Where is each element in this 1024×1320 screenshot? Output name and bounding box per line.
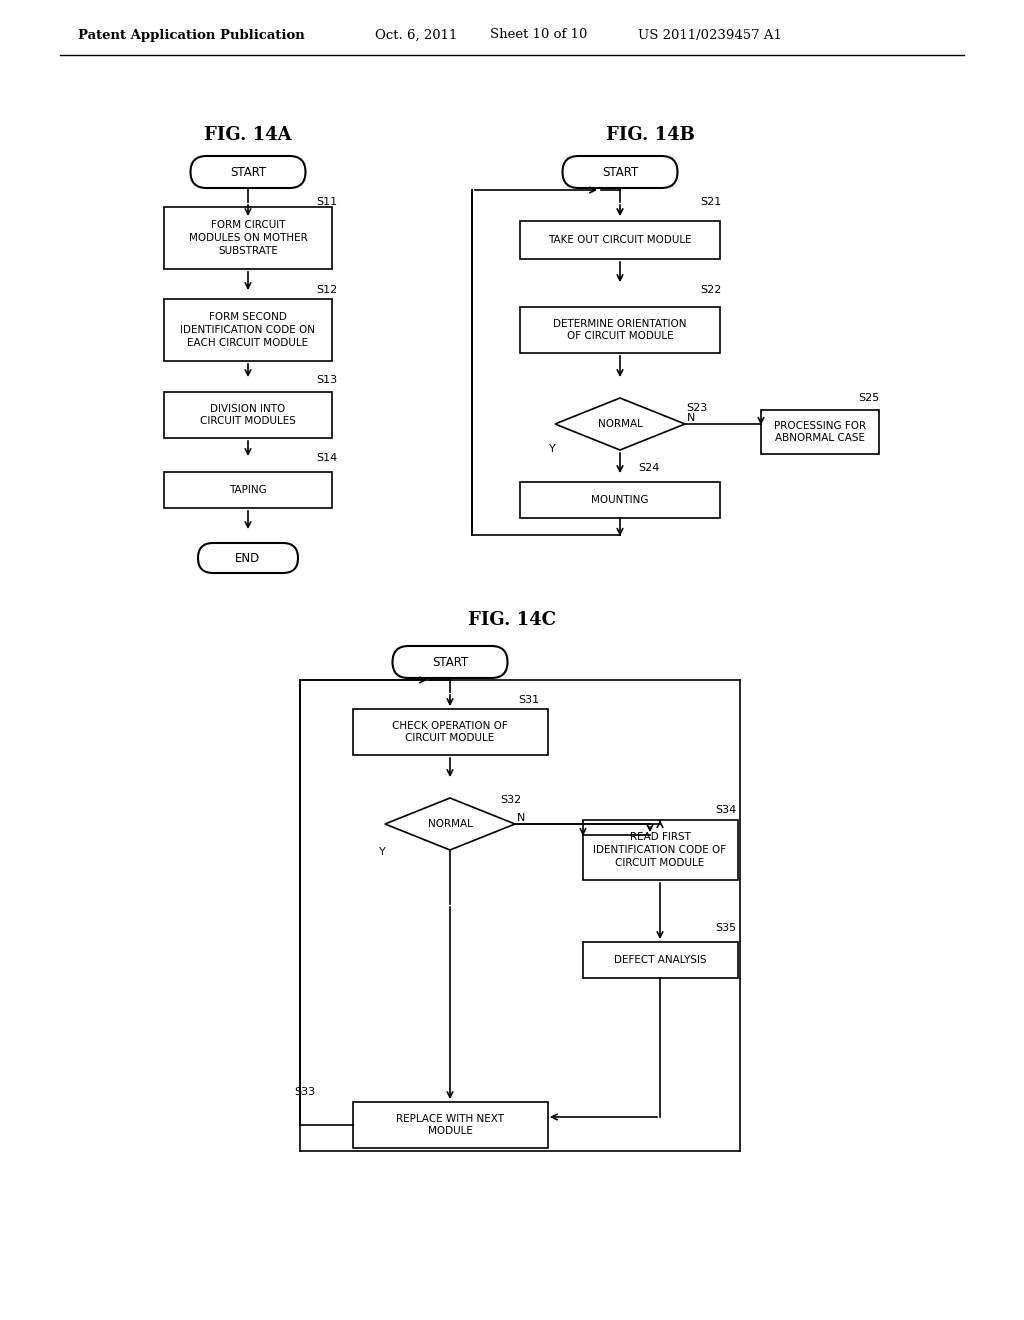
- Text: FIG. 14A: FIG. 14A: [204, 125, 292, 144]
- Text: DEFECT ANALYSIS: DEFECT ANALYSIS: [613, 954, 707, 965]
- Text: FIG. 14C: FIG. 14C: [468, 611, 556, 630]
- Bar: [164, 300, 332, 360]
- Text: READ FIRST
IDENTIFICATION CODE OF
CIRCUIT MODULE: READ FIRST IDENTIFICATION CODE OF CIRCUI…: [594, 832, 727, 867]
- Text: DETERMINE ORIENTATION
OF CIRCUIT MODULE: DETERMINE ORIENTATION OF CIRCUIT MODULE: [553, 318, 687, 342]
- Bar: [761, 411, 879, 454]
- Text: S14: S14: [316, 453, 337, 463]
- Bar: [520, 482, 720, 517]
- Bar: [164, 473, 332, 508]
- FancyBboxPatch shape: [198, 543, 298, 573]
- Bar: [352, 1102, 548, 1148]
- Text: FORM SECOND
IDENTIFICATION CODE ON
EACH CIRCUIT MODULE: FORM SECOND IDENTIFICATION CODE ON EACH …: [180, 313, 315, 347]
- Text: NORMAL: NORMAL: [428, 818, 472, 829]
- Text: FIG. 14B: FIG. 14B: [605, 125, 694, 144]
- Text: S13: S13: [316, 375, 337, 385]
- Text: NORMAL: NORMAL: [598, 418, 642, 429]
- Text: TAPING: TAPING: [229, 484, 267, 495]
- Text: S11: S11: [316, 197, 337, 207]
- Text: START: START: [432, 656, 468, 668]
- Text: N: N: [687, 413, 695, 422]
- Text: S32: S32: [500, 795, 521, 805]
- Text: REPLACE WITH NEXT
MODULE: REPLACE WITH NEXT MODULE: [396, 1114, 504, 1137]
- Text: S24: S24: [638, 463, 659, 473]
- Bar: [164, 207, 332, 269]
- Text: FORM CIRCUIT
MODULES ON MOTHER
SUBSTRATE: FORM CIRCUIT MODULES ON MOTHER SUBSTRATE: [188, 220, 307, 256]
- Polygon shape: [385, 799, 515, 850]
- Text: N: N: [517, 813, 525, 822]
- Text: S31: S31: [518, 696, 539, 705]
- Text: Y: Y: [549, 444, 555, 454]
- Bar: [520, 308, 720, 352]
- Bar: [583, 942, 737, 978]
- Text: S21: S21: [700, 197, 721, 207]
- Text: CHECK OPERATION OF
CIRCUIT MODULE: CHECK OPERATION OF CIRCUIT MODULE: [392, 721, 508, 743]
- Text: S35: S35: [715, 923, 736, 933]
- Text: S22: S22: [700, 285, 721, 294]
- Text: Patent Application Publication: Patent Application Publication: [78, 29, 305, 41]
- Text: S33: S33: [294, 1086, 315, 1097]
- Text: S34: S34: [715, 805, 736, 814]
- Text: TAKE OUT CIRCUIT MODULE: TAKE OUT CIRCUIT MODULE: [548, 235, 692, 246]
- Bar: [520, 220, 720, 259]
- Text: S23: S23: [686, 403, 708, 413]
- Text: Y: Y: [379, 847, 385, 857]
- Text: START: START: [602, 165, 638, 178]
- Bar: [164, 392, 332, 438]
- Text: S25: S25: [858, 393, 880, 403]
- FancyBboxPatch shape: [392, 645, 508, 678]
- Text: Oct. 6, 2011: Oct. 6, 2011: [375, 29, 458, 41]
- FancyBboxPatch shape: [190, 156, 305, 187]
- Polygon shape: [555, 399, 685, 450]
- Text: END: END: [236, 552, 261, 565]
- Text: Sheet 10 of 10: Sheet 10 of 10: [490, 29, 588, 41]
- Text: S12: S12: [316, 285, 337, 294]
- Text: DIVISION INTO
CIRCUIT MODULES: DIVISION INTO CIRCUIT MODULES: [200, 404, 296, 426]
- Bar: [583, 820, 737, 880]
- Text: US 2011/0239457 A1: US 2011/0239457 A1: [638, 29, 782, 41]
- Text: MOUNTING: MOUNTING: [591, 495, 649, 506]
- FancyBboxPatch shape: [562, 156, 678, 187]
- Bar: [352, 709, 548, 755]
- Text: PROCESSING FOR
ABNORMAL CASE: PROCESSING FOR ABNORMAL CASE: [774, 421, 866, 444]
- Text: START: START: [229, 165, 266, 178]
